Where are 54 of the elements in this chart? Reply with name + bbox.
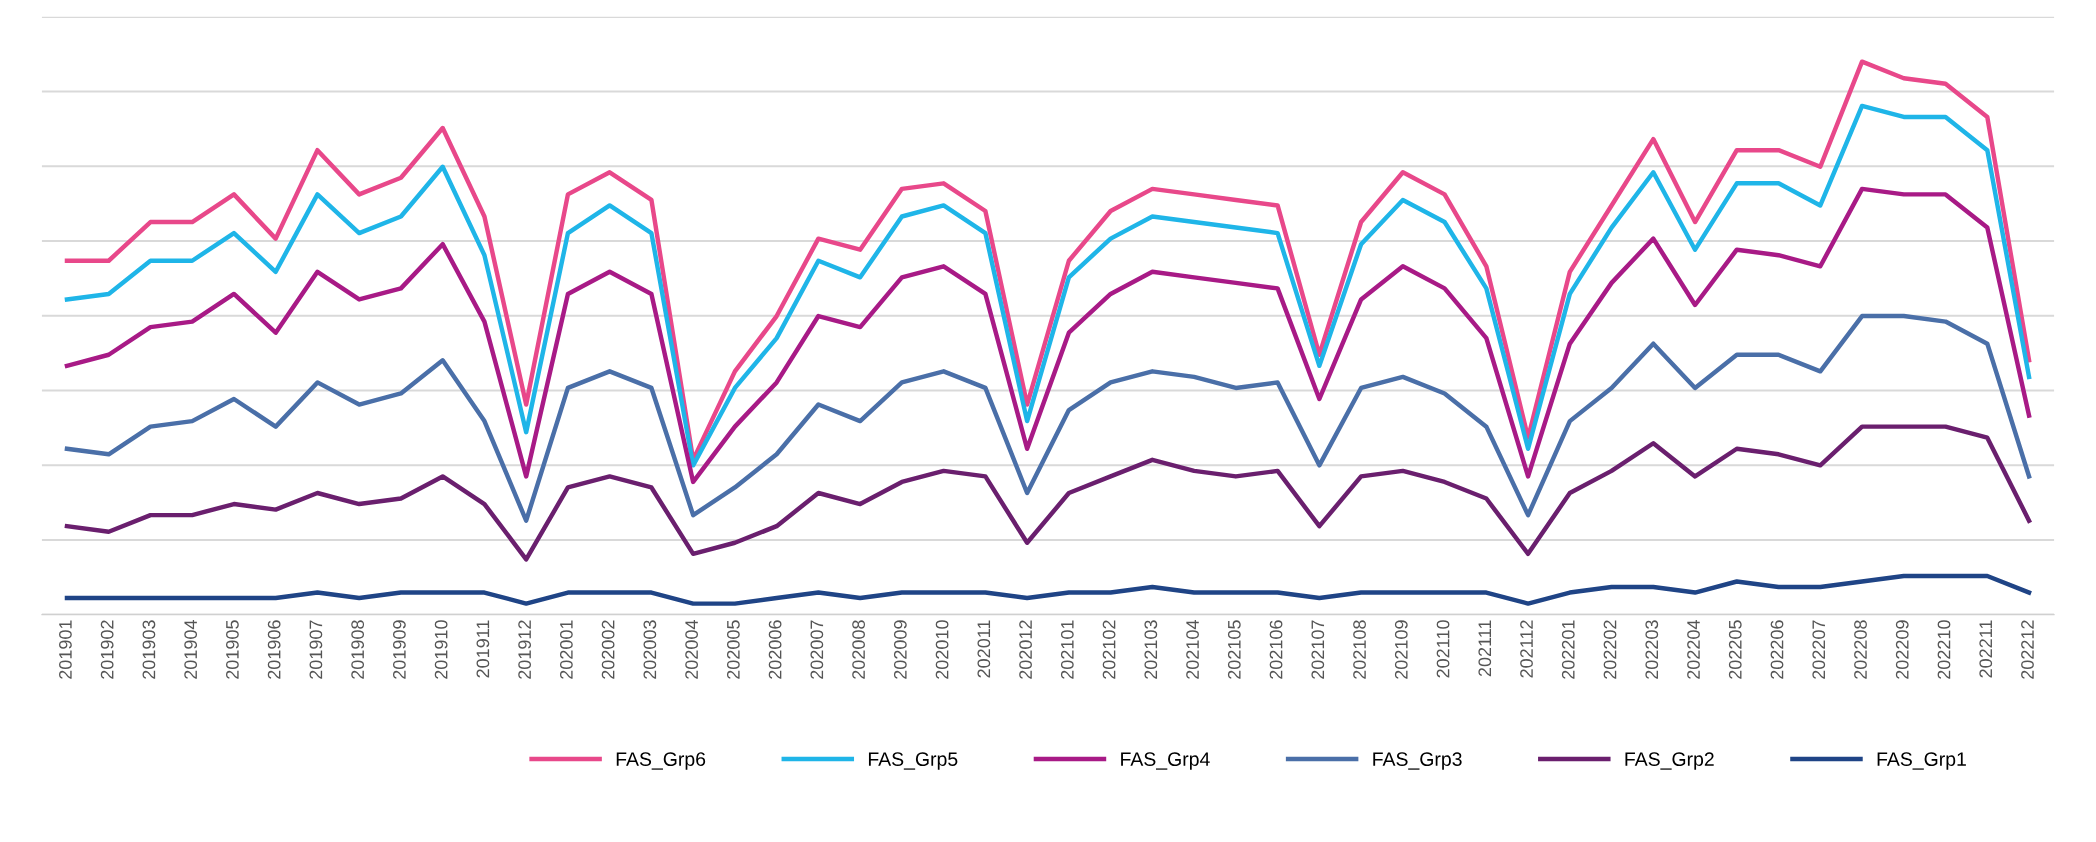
legend-label: FAS_Grp1 — [1877, 752, 1966, 770]
x-tick-label: 202204 — [1687, 620, 1700, 679]
x-tick-label: 201901 — [59, 620, 72, 679]
x-tick-label: 202008 — [852, 620, 865, 679]
x-tick-label: 202012 — [1019, 620, 1032, 679]
legend-label: FAS_Grp3 — [1373, 752, 1462, 770]
x-tick-label: 201912 — [518, 620, 532, 679]
x-tick-label: 202103 — [1144, 620, 1158, 679]
x-tick-label: 202109 — [1394, 620, 1408, 679]
x-tick-label: 202209 — [1895, 620, 1909, 679]
legend-label: FAS_Grp6 — [616, 752, 706, 770]
x-tick-label: 202206 — [1770, 620, 1784, 679]
x-tick-label: 202212 — [2021, 620, 2034, 679]
legend-label: FAS_Grp2 — [1625, 752, 1714, 770]
x-tick-label: 202107 — [1311, 620, 1325, 679]
x-tick-label: 202208 — [1854, 620, 1867, 679]
x-tick-label: 202110 — [1436, 620, 1450, 678]
x-tick-label: 202112 — [1520, 620, 1533, 678]
x-tick-label: 202002 — [601, 620, 615, 679]
x-tick-label: 201911 — [476, 620, 490, 678]
x-tick-label: 202001 — [559, 620, 573, 679]
x-tick-label: 202006 — [768, 620, 782, 679]
x-tick-label: 201902 — [100, 620, 114, 679]
x-tick-label: 202108 — [1353, 620, 1366, 679]
x-tick-label: 202010 — [935, 620, 949, 679]
legend-label: FAS_Grp4 — [1121, 752, 1210, 770]
legend-label: FAS_Grp5 — [868, 752, 958, 770]
x-tick-label: 202106 — [1269, 620, 1283, 679]
x-tick-label: 201905 — [226, 620, 239, 679]
x-tick-label: 202101 — [1060, 620, 1074, 679]
x-tick-label: 201910 — [434, 620, 448, 679]
x-tick-label: 202211 — [1979, 620, 1993, 678]
x-tick-label: 202203 — [1645, 620, 1659, 679]
x-tick-label: 202007 — [810, 620, 824, 679]
x-tick-label: 202205 — [1728, 620, 1742, 679]
x-tick-label: 201906 — [267, 620, 281, 679]
x-tick-label: 201907 — [309, 620, 323, 679]
x-tick-label: 202201 — [1561, 620, 1575, 679]
x-tick-label: 202003 — [643, 620, 657, 679]
x-tick-label: 202105 — [1227, 620, 1241, 679]
x-tick-label: 202009 — [893, 620, 907, 679]
x-tick-label: 202210 — [1937, 620, 1951, 679]
x-tick-label: 202011 — [977, 620, 991, 678]
x-tick-label: 202102 — [1102, 620, 1116, 679]
x-tick-label: 202004 — [685, 620, 699, 679]
x-tick-label: 202104 — [1186, 620, 1199, 679]
x-tick-label: 201903 — [142, 620, 156, 679]
x-tick-label: 201904 — [184, 620, 198, 679]
x-tick-label: 202202 — [1603, 620, 1617, 679]
x-tick-label: 201909 — [393, 620, 406, 679]
x-tick-label: 202207 — [1812, 620, 1826, 679]
x-tick-label: 202111 — [1478, 620, 1492, 677]
x-tick-label: 202005 — [726, 620, 740, 679]
x-tick-label: 201908 — [351, 620, 365, 679]
